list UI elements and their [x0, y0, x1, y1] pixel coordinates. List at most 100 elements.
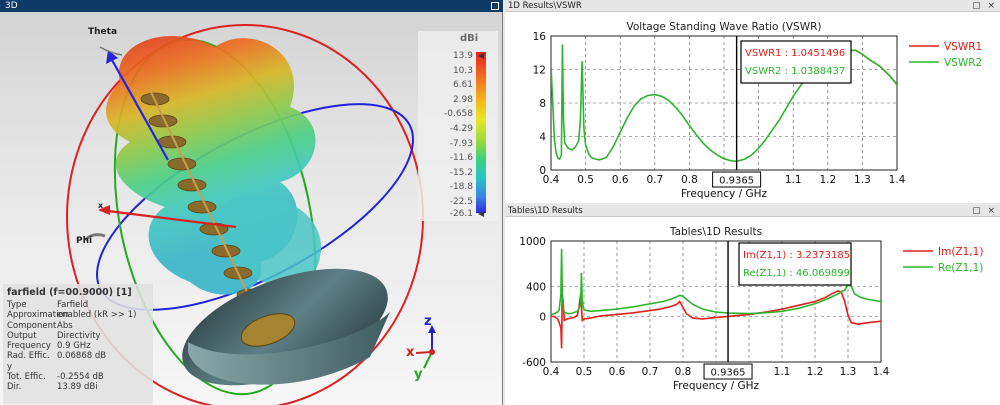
marker-x-box	[703, 363, 753, 380]
y-tick-label: -600	[522, 357, 546, 369]
window-buttons[interactable]: ▢ ×	[972, 206, 997, 216]
theta-axis-line	[111, 59, 169, 161]
info-key: Approximation	[7, 310, 70, 321]
min-pointer-icon: ◀	[478, 209, 485, 218]
marker-x-box	[712, 171, 762, 188]
vswr-chart[interactable]: Voltage Standing Wave Ratio (VSWR) 0.4 0.5…	[505, 12, 1000, 203]
marker-readout-box	[738, 242, 852, 286]
marker-x-label: 0.9365	[711, 368, 746, 379]
info-row: Type Farfield	[7, 300, 149, 310]
info-value: 13.89 dBi	[57, 382, 98, 393]
series-line-Im(Z1,1)	[551, 290, 881, 349]
tables-window-title: Tables\1D Results	[508, 206, 583, 216]
y-tick-label: 8	[539, 98, 546, 110]
marker-readout-line: Re(Z1,1) : 46.069899	[743, 268, 850, 279]
plot-frame	[550, 35, 898, 171]
max-pointer-icon: ◀	[478, 51, 485, 60]
x-tick-label: 1.2	[807, 366, 824, 378]
info-key: Type	[7, 300, 27, 310]
axis-triad	[415, 325, 436, 369]
info-row: Dir. 13.89 dBi	[7, 382, 149, 392]
info-value: -0.2554 dB	[57, 372, 104, 383]
marker-readout-line: Im(Z1,1) : 3.2373185	[743, 250, 850, 261]
x-tick-label: 0.4	[543, 174, 560, 186]
marker-readout-line: VSWR2 : 1.0388437	[745, 66, 845, 77]
back-lobe	[215, 195, 322, 286]
legend-tick: -15.2	[449, 167, 473, 178]
y-tick-label: 400	[526, 281, 546, 293]
x-tick-label: 1.2	[819, 174, 836, 186]
info-key: Rad. Effic. y	[7, 351, 50, 372]
farfield-3d-view[interactable]: Theta Phi x z x y dBi ◀ 13.9 10.3 6.61 2…	[0, 12, 502, 405]
x-axis-title: Frequency / GHz	[673, 380, 759, 392]
marker-x-label: 0.9365	[719, 176, 754, 187]
window-buttons[interactable]: ▢ ×	[972, 1, 997, 11]
x-tick-label: 1.4	[889, 174, 906, 186]
triad-z-label: z	[424, 314, 432, 329]
legend-tick: 13.9	[452, 51, 473, 61]
y-tick-label: 4	[539, 132, 546, 144]
x-tick-label: 1.4	[873, 366, 890, 378]
y-tick-label: 12	[533, 65, 546, 77]
x-tick-label: 1.1	[785, 174, 802, 186]
chart-title: Voltage Standing Wave Ratio (VSWR)	[626, 21, 821, 33]
legend-tick: -18.8	[449, 182, 473, 193]
farfield-info-box: farfield (f=00.9000) [1] Type Farfield Ap…	[3, 284, 153, 404]
legend-tick: -7.93	[449, 138, 473, 149]
vswr-panel: 1D Results\VSWR ▢ × Voltage Standing Wav…	[505, 0, 1000, 203]
info-row: Approximation enabled (kR >> 1)	[7, 310, 149, 320]
x-tick-label: 0.4	[543, 366, 560, 378]
tables-titlebar: Tables\1D Results ▢ ×	[505, 205, 1000, 217]
x-tick-label: 1.3	[840, 366, 857, 378]
legend-label: VSWR2	[944, 57, 982, 69]
info-key: Component	[7, 320, 57, 331]
info-value: 0.06868 dB	[57, 351, 107, 362]
legend-tick: -0.658	[443, 109, 473, 120]
x-tick-label: 0.6	[609, 366, 626, 378]
legend-label: Re(Z1,1)	[938, 262, 983, 274]
legend-unit: dBi	[460, 33, 479, 44]
impedance-chart[interactable]: Tables\1D Results0.40.50.60.70.80.911.11…	[505, 217, 1000, 405]
tables-panel: Tables\1D Results ▢ × Tables\1D Results 0…	[505, 205, 1000, 405]
panel-3d-titlebar: 3D	[0, 0, 503, 12]
panel-3d-title: 3D	[5, 1, 18, 11]
info-value: enabled (kR >> 1)	[57, 310, 137, 321]
info-row: Tot. Effic. -0.2554 dB	[7, 372, 149, 382]
x-axis-line	[99, 208, 237, 229]
color-scale-legend: dBi ◀ 13.9 10.3 6.61 2.98 -0.658 -4.29 -…	[418, 31, 498, 221]
info-value: 0.9 GHz	[57, 341, 91, 352]
legend-tick: -11.6	[449, 153, 473, 164]
phi-label: Phi	[76, 236, 93, 246]
legend-tick: -26.1	[449, 209, 473, 219]
y-tick-label: 0	[539, 312, 546, 324]
x-tick-label: 0.8	[681, 174, 698, 186]
info-key: Tot. Effic.	[7, 372, 46, 383]
chart-title: Tables\1D Results	[669, 226, 762, 238]
info-value: Abs	[57, 320, 73, 331]
feed-plate	[240, 313, 296, 347]
info-key: Frequency	[7, 341, 51, 352]
legend-tick: 6.61	[452, 80, 473, 91]
marker-readout-line: VSWR1 : 1.0451496	[745, 48, 845, 59]
y-tick-label: 16	[533, 31, 547, 43]
x-tick-label: 0.6	[612, 174, 629, 186]
x-tick-label: 0.7	[642, 366, 659, 378]
info-key: Dir.	[7, 382, 22, 393]
legend-label: Im(Z1,1)	[938, 246, 983, 258]
triad-x-label: x	[406, 345, 415, 360]
info-row: Component Abs	[7, 321, 149, 331]
farfield-3d-panel: 3D	[0, 0, 503, 405]
info-value: Farfield	[57, 300, 89, 310]
dish-rim	[188, 312, 390, 385]
legend-tick: 10.3	[452, 65, 473, 76]
info-row: Rad. Effic. y 0.06868 dB	[7, 351, 149, 372]
x-tick-label: 1.3	[854, 174, 871, 186]
y-tick-label: 0	[539, 165, 546, 177]
marker-readout-box	[740, 40, 852, 84]
info-value: Directivity	[57, 330, 101, 341]
legend-tick: 2.98	[452, 94, 473, 105]
x-axis-title: Frequency / GHz	[681, 188, 767, 200]
x-axis-label: x	[98, 201, 104, 210]
restore-icon[interactable]	[491, 2, 499, 10]
x-tick-label: 1.1	[774, 366, 791, 378]
